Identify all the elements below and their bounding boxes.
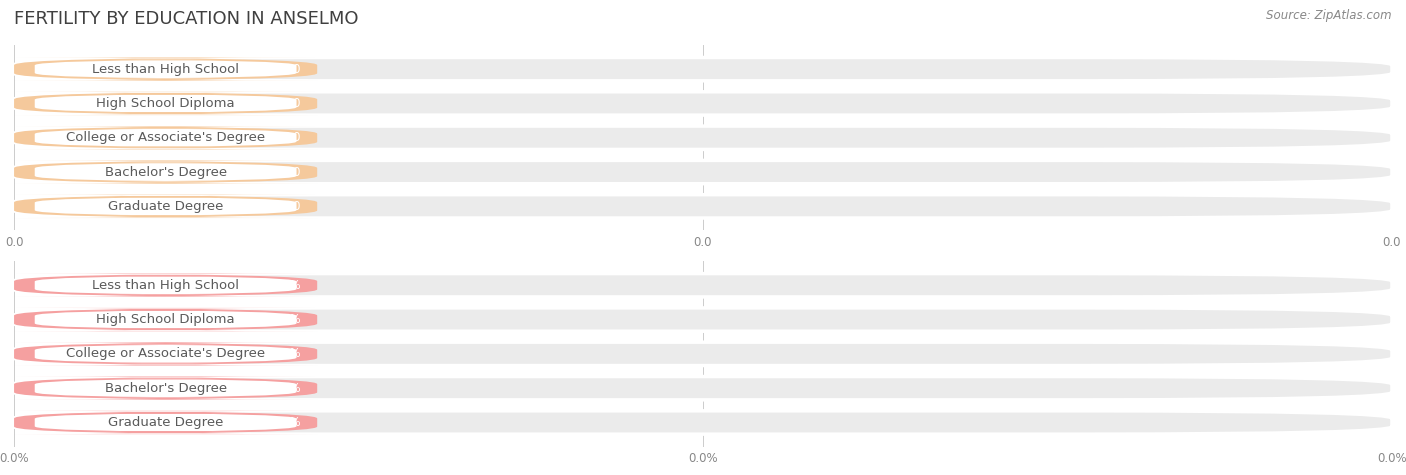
FancyBboxPatch shape [14, 342, 1392, 366]
Text: Graduate Degree: Graduate Degree [108, 200, 224, 213]
Text: 0.0%: 0.0% [271, 347, 301, 361]
FancyBboxPatch shape [14, 308, 318, 331]
Text: College or Associate's Degree: College or Associate's Degree [66, 347, 266, 361]
FancyBboxPatch shape [14, 57, 1392, 81]
FancyBboxPatch shape [14, 411, 1392, 434]
Text: FERTILITY BY EDUCATION IN ANSELMO: FERTILITY BY EDUCATION IN ANSELMO [14, 10, 359, 28]
Text: 0.0: 0.0 [283, 63, 301, 76]
FancyBboxPatch shape [35, 379, 297, 398]
FancyBboxPatch shape [35, 163, 297, 181]
Text: Source: ZipAtlas.com: Source: ZipAtlas.com [1267, 10, 1392, 22]
Text: Bachelor's Degree: Bachelor's Degree [104, 382, 226, 395]
FancyBboxPatch shape [35, 94, 297, 113]
FancyBboxPatch shape [14, 57, 318, 81]
FancyBboxPatch shape [35, 197, 297, 216]
FancyBboxPatch shape [14, 411, 318, 434]
FancyBboxPatch shape [14, 274, 318, 297]
Text: High School Diploma: High School Diploma [97, 97, 235, 110]
Text: 0.0: 0.0 [283, 166, 301, 179]
Text: Less than High School: Less than High School [93, 63, 239, 76]
Text: High School Diploma: High School Diploma [97, 313, 235, 326]
FancyBboxPatch shape [35, 276, 297, 294]
FancyBboxPatch shape [35, 344, 297, 363]
FancyBboxPatch shape [14, 377, 318, 400]
FancyBboxPatch shape [14, 92, 1392, 115]
Text: 0.0: 0.0 [283, 131, 301, 144]
FancyBboxPatch shape [14, 126, 318, 150]
FancyBboxPatch shape [14, 274, 1392, 297]
FancyBboxPatch shape [14, 195, 1392, 218]
FancyBboxPatch shape [14, 195, 318, 218]
Text: 0.0%: 0.0% [271, 416, 301, 429]
Text: 0.0%: 0.0% [271, 382, 301, 395]
Text: Graduate Degree: Graduate Degree [108, 416, 224, 429]
Text: 0.0: 0.0 [283, 200, 301, 213]
FancyBboxPatch shape [35, 413, 297, 432]
FancyBboxPatch shape [14, 161, 1392, 184]
Text: College or Associate's Degree: College or Associate's Degree [66, 131, 266, 144]
Text: Bachelor's Degree: Bachelor's Degree [104, 166, 226, 179]
Text: 0.0: 0.0 [283, 97, 301, 110]
FancyBboxPatch shape [14, 377, 1392, 400]
FancyBboxPatch shape [14, 342, 318, 366]
FancyBboxPatch shape [35, 128, 297, 147]
FancyBboxPatch shape [14, 92, 318, 115]
Text: Less than High School: Less than High School [93, 279, 239, 292]
FancyBboxPatch shape [14, 126, 1392, 150]
FancyBboxPatch shape [14, 308, 1392, 331]
FancyBboxPatch shape [35, 310, 297, 329]
Text: 0.0%: 0.0% [271, 279, 301, 292]
Text: 0.0%: 0.0% [271, 313, 301, 326]
FancyBboxPatch shape [14, 161, 318, 184]
FancyBboxPatch shape [35, 60, 297, 78]
